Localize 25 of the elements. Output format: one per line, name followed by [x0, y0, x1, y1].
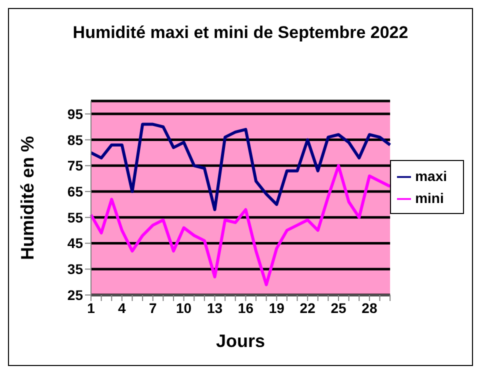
x-tick-label: 25 — [330, 300, 347, 316]
legend-label: mini — [415, 190, 444, 206]
x-tick-label: 16 — [238, 300, 254, 316]
x-tick-label: 1 — [87, 300, 96, 316]
x-tick-label: 19 — [268, 300, 285, 316]
x-tick-label: 22 — [300, 300, 316, 316]
line-series — [90, 122, 392, 212]
y-tick-label: 85 — [67, 132, 84, 148]
chart-title: Humidité maxi et mini de Septembre 2022 — [72, 23, 410, 43]
x-tick-label: 13 — [206, 300, 223, 316]
x-tick-label: 7 — [148, 300, 157, 316]
y-tick-label: 65 — [67, 184, 84, 200]
y-tick-label: 25 — [67, 286, 84, 303]
y-tick-label: 75 — [67, 158, 84, 174]
x-tick-label: 4 — [118, 300, 126, 316]
y-tick-label: 95 — [67, 106, 84, 122]
y-axis-title: Humidité en % — [17, 136, 38, 260]
legend-label: maxi — [415, 168, 447, 184]
line-series — [90, 164, 392, 286]
x-tick-label: 10 — [176, 300, 192, 316]
y-tick-label: 35 — [67, 261, 84, 278]
y-tick-label: 55 — [67, 209, 84, 226]
y-tick-label: 45 — [67, 235, 84, 252]
x-tick-label: 28 — [362, 300, 378, 316]
x-axis-title: Jours — [216, 331, 266, 351]
